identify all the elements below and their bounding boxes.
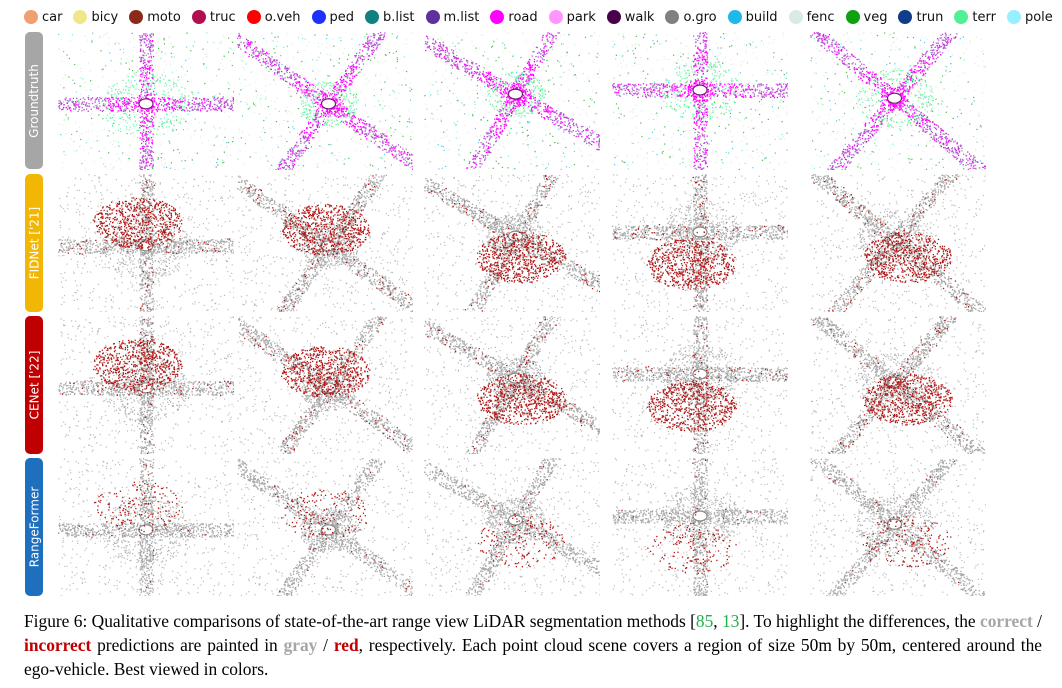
scene-panel-r2-c5 <box>810 174 986 312</box>
scene-panel-r1-c1 <box>58 32 234 170</box>
scene-panel-r3-c4 <box>612 316 788 454</box>
scene-panel-r3-c1 <box>58 316 234 454</box>
legend-swatch <box>845 10 860 24</box>
legend-swatch <box>129 10 144 24</box>
legend-label: o.gro <box>683 10 716 25</box>
row-label-text: Groundtruth <box>27 64 41 138</box>
legend-item-road: road <box>490 10 538 25</box>
legend-item-ped: ped <box>311 10 355 25</box>
legend-item-moto: moto <box>129 10 181 25</box>
caption-sep: , <box>713 611 722 631</box>
legend-swatch <box>490 10 505 24</box>
scene-panel-r3-c3 <box>424 316 600 454</box>
citation-link[interactable]: 13 <box>722 611 739 631</box>
legend-item-o-veh: o.veh <box>246 10 301 25</box>
scene-panel-r4-c4 <box>612 458 788 596</box>
citation-link[interactable]: 85 <box>696 611 713 631</box>
legend-item-m-list: m.list <box>425 10 480 25</box>
legend-swatch <box>73 10 88 24</box>
legend-swatch <box>727 10 742 24</box>
caption-lead: Figure 6: Qualitative comparisons of sta… <box>24 611 696 631</box>
caption-red: red <box>334 635 359 655</box>
legend-label: veg <box>864 10 888 25</box>
legend-swatch <box>898 10 913 24</box>
legend-swatch <box>954 10 969 24</box>
scene-panel-r1-c5 <box>810 32 986 170</box>
scene-panel-r4-c2 <box>237 458 413 596</box>
row-label-rangeformer: RangeFormer <box>25 458 43 596</box>
row-label-cenet: CENet ['22] <box>25 316 43 454</box>
legend-item-o-gro: o.gro <box>665 10 717 25</box>
class-legend: car bicy moto truc o.veh ped b.list m.list road p… <box>24 6 1053 28</box>
legend-swatch <box>1006 10 1021 24</box>
legend-swatch <box>191 10 206 24</box>
legend-label: truc <box>210 10 236 25</box>
legend-swatch <box>665 10 680 24</box>
legend-label: terr <box>972 10 996 25</box>
scene-panel-r1-c4 <box>612 32 788 170</box>
legend-label: b.list <box>383 10 414 25</box>
legend-item-truc: truc <box>191 10 236 25</box>
legend-label: ped <box>330 10 355 25</box>
scene-panel-r2-c1 <box>58 174 234 312</box>
legend-item-car: car <box>24 10 62 25</box>
row-label-text: RangeFormer <box>27 487 41 568</box>
legend-label: moto <box>147 10 181 25</box>
caption-correct: correct <box>980 611 1033 631</box>
legend-item-park: park <box>548 10 596 25</box>
legend-item-veg: veg <box>845 10 888 25</box>
caption-gray: gray <box>284 635 318 655</box>
scene-panel-r4-c1 <box>58 458 234 596</box>
legend-item-b-list: b.list <box>365 10 415 25</box>
legend-swatch <box>246 10 261 24</box>
scene-panel-r2-c3 <box>424 174 600 312</box>
legend-item-terr: terr <box>954 10 996 25</box>
legend-label: fenc <box>807 10 835 25</box>
scene-panel-r3-c2 <box>237 316 413 454</box>
legend-label: o.veh <box>265 10 301 25</box>
legend-label: bicy <box>91 10 118 25</box>
caption-mid: ]. To highlight the differences, the <box>739 611 980 631</box>
legend-swatch <box>788 10 803 24</box>
row-label-text: FIDNet ['21] <box>27 207 41 280</box>
legend-swatch <box>606 10 621 24</box>
legend-swatch <box>311 10 326 24</box>
legend-item-pole: pole <box>1006 10 1053 25</box>
caption-incorrect: incorrect <box>24 635 91 655</box>
legend-item-build: build <box>727 10 778 25</box>
scene-panel-r1-c2 <box>237 32 413 170</box>
legend-item-bicy: bicy <box>73 10 118 25</box>
legend-label: road <box>508 10 537 25</box>
legend-swatch <box>365 10 380 24</box>
legend-item-walk: walk <box>606 10 655 25</box>
row-label-fidnet: FIDNet ['21] <box>25 174 43 312</box>
scene-panel-r2-c2 <box>237 174 413 312</box>
legend-label: walk <box>625 10 655 25</box>
scene-panel-r3-c5 <box>810 316 986 454</box>
legend-label: pole <box>1025 10 1053 25</box>
legend-label: car <box>42 10 62 25</box>
legend-label: trun <box>916 10 943 25</box>
figure-caption: Figure 6: Qualitative comparisons of sta… <box>24 609 1042 681</box>
legend-swatch <box>24 10 38 24</box>
caption-mid2: predictions are painted in <box>91 635 283 655</box>
row-label-groundtruth: Groundtruth <box>25 32 43 169</box>
legend-label: park <box>567 10 596 25</box>
legend-swatch <box>425 10 440 24</box>
legend-item-trun: trun <box>898 10 943 25</box>
caption-tail: , respectively. Each point cloud scene c… <box>24 635 1042 679</box>
caption-slash: / <box>1033 611 1042 631</box>
scene-panel-r4-c3 <box>424 458 600 596</box>
legend-item-fenc: fenc <box>788 10 835 25</box>
scene-panel-r1-c3 <box>424 32 600 170</box>
caption-slash: / <box>317 635 333 655</box>
scene-panel-r2-c4 <box>612 174 788 312</box>
legend-label: build <box>746 10 778 25</box>
row-label-text: CENet ['22] <box>27 351 41 420</box>
legend-swatch <box>548 10 563 24</box>
legend-label: m.list <box>444 10 480 25</box>
scene-panel-r4-c5 <box>810 458 986 596</box>
